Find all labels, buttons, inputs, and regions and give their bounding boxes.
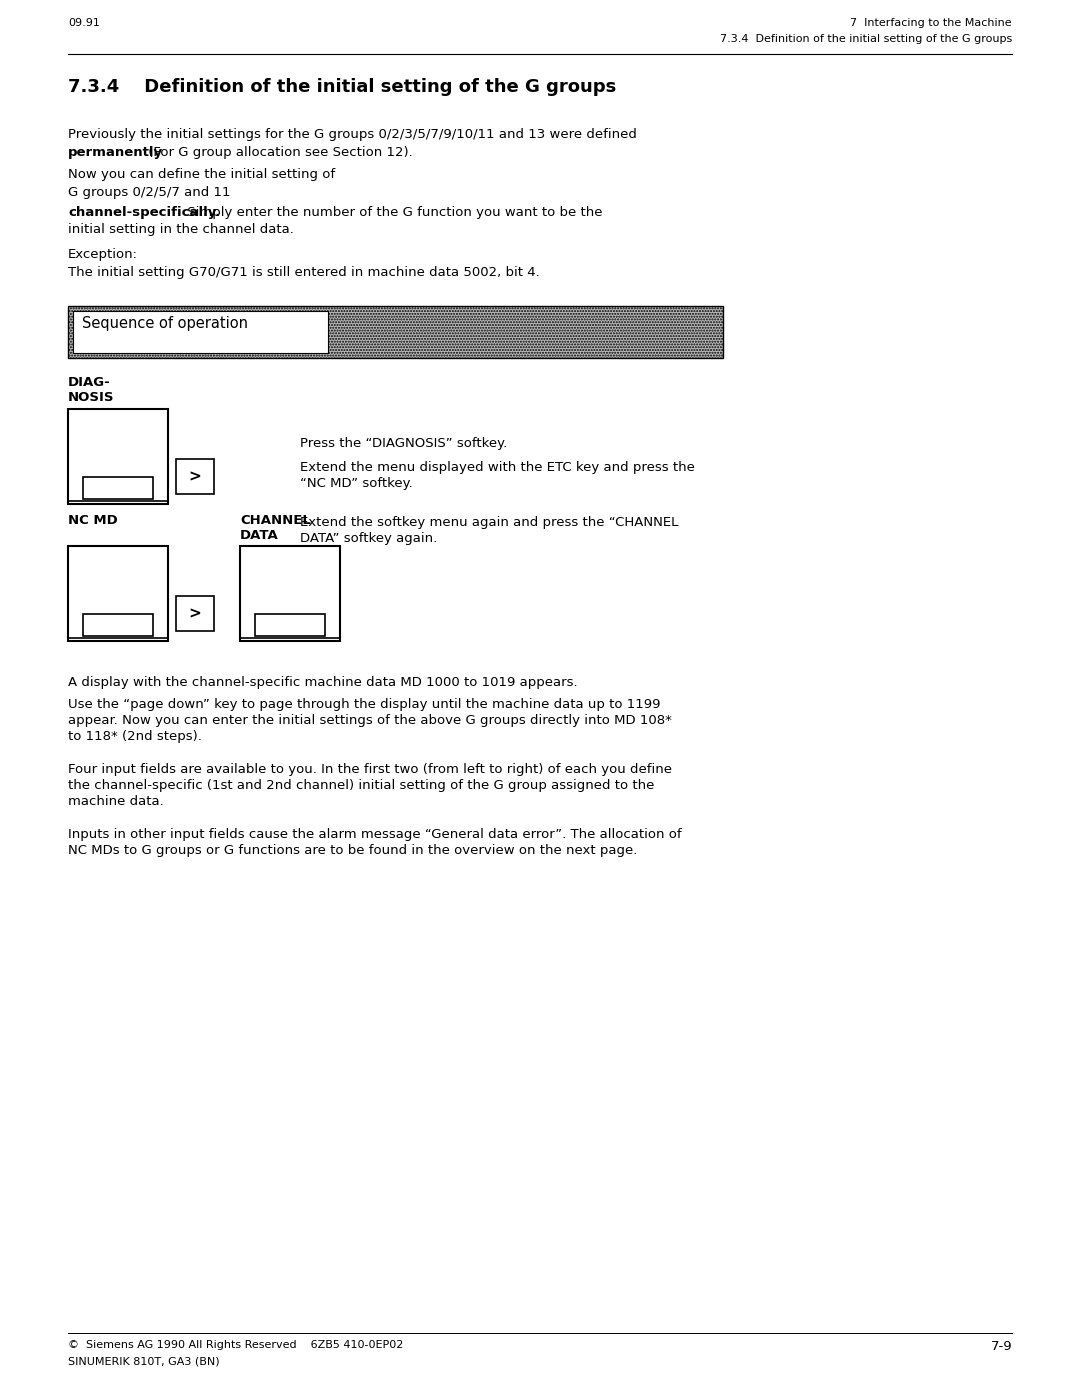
Text: 7-9: 7-9 xyxy=(990,1340,1012,1354)
Text: machine data.: machine data. xyxy=(68,795,164,807)
Text: The initial setting G70/G71 is still entered in machine data 5002, bit 4.: The initial setting G70/G71 is still ent… xyxy=(68,265,540,279)
Text: Inputs in other input fields cause the alarm message “General data error”. The a: Inputs in other input fields cause the a… xyxy=(68,828,681,841)
Bar xyxy=(240,546,340,641)
Bar xyxy=(68,546,168,641)
Bar xyxy=(176,597,214,631)
Text: Simply enter the number of the G function you want to be the: Simply enter the number of the G functio… xyxy=(183,205,603,219)
Bar xyxy=(176,460,214,495)
Text: NC MDs to G groups or G functions are to be found in the overview on the next pa: NC MDs to G groups or G functions are to… xyxy=(68,844,637,856)
Text: “NC MD” softkey.: “NC MD” softkey. xyxy=(300,476,413,490)
Text: A display with the channel-specific machine data MD 1000 to 1019 appears.: A display with the channel-specific mach… xyxy=(68,676,578,689)
Text: channel-specifically.: channel-specifically. xyxy=(68,205,220,219)
Text: permanently: permanently xyxy=(68,147,163,159)
Text: 7  Interfacing to the Machine: 7 Interfacing to the Machine xyxy=(850,18,1012,28)
Text: DIAG-: DIAG- xyxy=(68,376,111,388)
Bar xyxy=(68,306,723,358)
Text: NOSIS: NOSIS xyxy=(68,391,114,404)
Bar xyxy=(68,409,168,504)
Bar xyxy=(255,615,325,636)
Text: to 118* (2nd steps).: to 118* (2nd steps). xyxy=(68,731,202,743)
Text: Extend the softkey menu again and press the “CHANNEL: Extend the softkey menu again and press … xyxy=(300,515,678,529)
Text: G groups 0/2/5/7 and 11: G groups 0/2/5/7 and 11 xyxy=(68,186,230,198)
Text: NC MD: NC MD xyxy=(68,514,118,527)
Text: >: > xyxy=(189,606,201,622)
Text: 09.91: 09.91 xyxy=(68,18,99,28)
Text: DATA” softkey again.: DATA” softkey again. xyxy=(300,532,437,545)
Text: CHANNEL: CHANNEL xyxy=(240,514,311,527)
Text: Now you can define the initial setting of: Now you can define the initial setting o… xyxy=(68,168,335,182)
Bar xyxy=(83,476,153,499)
Text: SINUMERIK 810T, GA3 (BN): SINUMERIK 810T, GA3 (BN) xyxy=(68,1356,219,1366)
Text: initial setting in the channel data.: initial setting in the channel data. xyxy=(68,224,294,236)
Text: Press the “DIAGNOSIS” softkey.: Press the “DIAGNOSIS” softkey. xyxy=(300,437,508,450)
Text: Use the “page down” key to page through the display until the machine data up to: Use the “page down” key to page through … xyxy=(68,698,661,711)
Bar xyxy=(83,615,153,636)
Text: Extend the menu displayed with the ETC key and press the: Extend the menu displayed with the ETC k… xyxy=(300,461,694,474)
Text: >: > xyxy=(189,469,201,483)
Text: appear. Now you can enter the initial settings of the above G groups directly in: appear. Now you can enter the initial se… xyxy=(68,714,672,726)
Text: DATA: DATA xyxy=(240,529,279,542)
Text: the channel-specific (1st and 2nd channel) initial setting of the G group assign: the channel-specific (1st and 2nd channe… xyxy=(68,780,654,792)
Text: ©  Siemens AG 1990 All Rights Reserved    6ZB5 410-0EP02: © Siemens AG 1990 All Rights Reserved 6Z… xyxy=(68,1340,403,1350)
Text: Sequence of operation: Sequence of operation xyxy=(82,316,248,331)
Bar xyxy=(73,312,328,353)
Text: (For G group allocation see Section 12).: (For G group allocation see Section 12). xyxy=(144,147,413,159)
Text: Previously the initial settings for the G groups 0/2/3/5/7/9/10/11 and 13 were d: Previously the initial settings for the … xyxy=(68,129,637,141)
Text: Four input fields are available to you. In the first two (from left to right) of: Four input fields are available to you. … xyxy=(68,763,672,775)
Text: 7.3.4  Definition of the initial setting of the G groups: 7.3.4 Definition of the initial setting … xyxy=(719,34,1012,43)
Text: 7.3.4    Definition of the initial setting of the G groups: 7.3.4 Definition of the initial setting … xyxy=(68,78,617,96)
Text: Exception:: Exception: xyxy=(68,249,138,261)
